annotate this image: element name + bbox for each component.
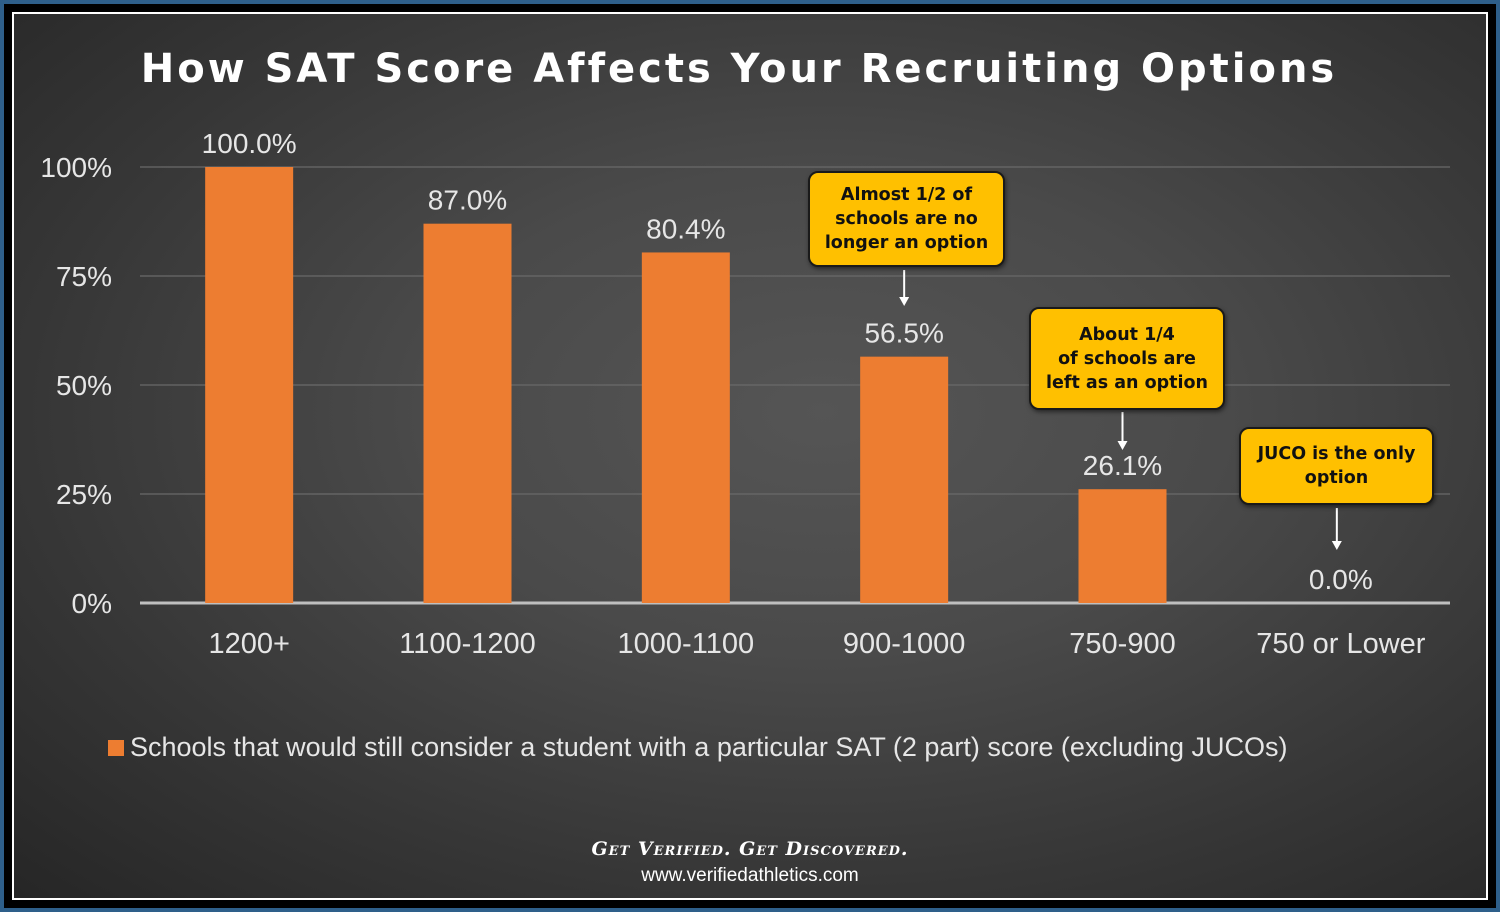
callout-line: Almost 1/2 of [840,185,973,205]
x-axis-ticks: 1200+ 1100-1200 1000-1100 900-1000 750-900 75… [208,628,1425,660]
x-tick-label: 750 or Lower [1256,628,1426,660]
data-label: 26.1% [1083,450,1162,481]
legend-swatch [108,739,124,756]
callout-juco-only: JUCO is the only option [1239,427,1434,505]
y-tick-label: 0% [72,588,112,619]
data-labels: 100.0% 87.0% 80.4% 56.5% 26.1% 0.0% [202,128,1373,595]
y-tick-label: 50% [56,370,112,401]
bar [641,252,730,603]
bar [1078,489,1167,603]
website-url: www.verifiedathletics.com [641,865,859,886]
x-tick-label: 1000-1100 [618,628,755,660]
callout-line: About 1/4 [1079,324,1175,345]
callout-line: JUCO is the only [1257,444,1416,464]
y-tick-label: 75% [56,261,112,292]
callout-quarter-schools: About 1/4 of schools are left as an opti… [1029,307,1225,410]
data-label: 100.0% [202,128,297,159]
bar [423,223,512,603]
arrow-head [899,297,910,306]
y-axis-ticks: 0% 25% 50% 75% 100% [40,152,112,619]
y-tick-label: 100% [40,152,112,183]
x-tick-label: 1200+ [208,628,289,660]
callout-line: option [1304,468,1369,488]
bar [860,356,949,603]
callout-half-schools: Almost 1/2 of schools are no longer an o… [808,171,1005,267]
gridlines [140,166,1450,605]
data-label: 0.0% [1309,564,1373,595]
legend: Schools that would still consider a stud… [108,732,1288,763]
callout-line: left as an option [1045,372,1208,393]
callout-arrows [899,270,1342,550]
bar [205,167,294,603]
data-label: 56.5% [864,318,943,349]
data-label: 87.0% [428,185,507,216]
chart-title: How SAT Score Affects Your Recruiting Op… [140,46,1338,92]
callout-line: schools are no [835,209,978,229]
tagline: Get Verified. Get Discovered. [591,838,909,860]
callout-line: longer an option [824,233,989,253]
arrow-head [1331,541,1342,550]
data-label: 80.4% [646,213,725,244]
callout-line: of schools are [1058,348,1196,369]
x-tick-label: 750-900 [1069,628,1175,660]
x-tick-label: 1100-1200 [399,628,536,660]
y-tick-label: 25% [56,479,112,510]
bars [205,167,1167,603]
arrow-head [1117,441,1128,450]
x-tick-label: 900-1000 [843,628,966,660]
legend-label: Schools that would still consider a stud… [130,732,1288,762]
